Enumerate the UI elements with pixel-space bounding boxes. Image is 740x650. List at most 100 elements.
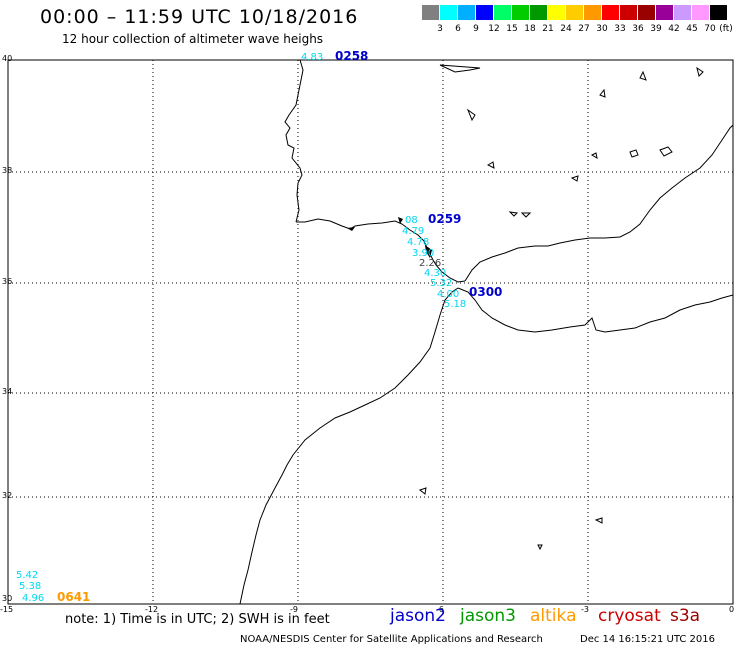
island-8 (486, 161, 495, 169)
legend-swatch (512, 5, 529, 20)
island-1 (659, 146, 673, 157)
credit-line: NOAA/NESDIS Center for Satellite Applica… (240, 634, 543, 645)
island-9 (508, 211, 519, 217)
footer-note: note: 1) Time is in UTC; 2) SWH is in fe… (65, 612, 330, 627)
island-10 (520, 212, 532, 218)
lon-label-6w: -6 (436, 605, 444, 614)
wave-value: 5.42 (16, 570, 38, 581)
island-5 (639, 70, 647, 81)
island-15 (696, 66, 704, 77)
wave-value: 5.18 (444, 299, 466, 310)
wave-value: 2.26 (419, 258, 441, 269)
coast-morocco (239, 287, 459, 605)
island-3 (590, 152, 598, 160)
island-4 (439, 64, 481, 73)
map-title: 00:00 – 11:59 UTC 10/18/2016 (40, 6, 359, 28)
coast-africa-med (457, 287, 734, 333)
cape-marker (398, 217, 403, 224)
lon-label-12w: -12 (145, 605, 158, 614)
legend-label: 42 (668, 24, 680, 34)
legend-label: 12 (488, 24, 500, 34)
plot-frame (7, 59, 734, 605)
legend-swatch (602, 5, 619, 20)
coastlines (239, 59, 734, 605)
legend-swatch (656, 5, 673, 20)
legend-swatch (422, 5, 439, 20)
legend-swatch (548, 5, 565, 20)
lon-label-9w: -9 (290, 605, 298, 614)
legend-label: 36 (632, 24, 644, 34)
wave-value: 08 (405, 215, 418, 226)
legend-swatch (494, 5, 511, 20)
lat-label-32: 32 (2, 491, 12, 500)
island-6 (599, 88, 606, 98)
lat-label-40: 40 (2, 54, 12, 63)
legend-label: 45 (686, 24, 698, 34)
lat-label-38: 38 (2, 166, 12, 175)
satellite-altika: altika (530, 606, 577, 626)
pass-label-0300: 0300 (469, 285, 502, 299)
island-14 (570, 175, 579, 182)
lon-label-15w: -15 (0, 605, 13, 614)
lat-label-34: 34 (2, 387, 12, 396)
legend-label: 33 (614, 24, 626, 34)
lat-label-30: 30 (2, 594, 12, 603)
wave-value: 4.78 (407, 237, 429, 248)
legend-swatch (692, 5, 709, 20)
legend-swatch (620, 5, 637, 20)
wave-value: 4.30 (424, 268, 446, 279)
wave-value: 5.38 (19, 581, 41, 592)
lon-label-0: 0 (729, 605, 734, 614)
legend-unit: (ft) (719, 24, 733, 34)
lat-label-36: 36 (2, 277, 12, 286)
legend-label: 21 (542, 24, 554, 34)
legend-swatch (584, 5, 601, 20)
island-11 (418, 487, 427, 495)
wave-value: 4.83 (301, 52, 323, 63)
satellite-s3a: s3a (670, 606, 701, 626)
bay-marker (347, 227, 355, 231)
legend-swatch (566, 5, 583, 20)
legend-label: 39 (650, 24, 662, 34)
grid-lines (8, 60, 733, 604)
island-13 (537, 544, 543, 551)
pass-label-0641: 0641 (57, 590, 90, 604)
satellite-jason3: jason3 (460, 606, 516, 626)
legend-swatch (530, 5, 547, 20)
coast-portugal (284, 59, 304, 223)
pass-label-0258: 0258 (335, 49, 368, 63)
legend-label: 70 (704, 24, 716, 34)
legend-label: 24 (560, 24, 572, 34)
coast-algarve (296, 218, 466, 283)
island-2 (629, 149, 639, 158)
legend-label: 15 (506, 24, 518, 34)
legend-label: 18 (524, 24, 536, 34)
map-subtitle: 12 hour collection of altimeter wave hei… (62, 32, 324, 46)
wave-value: 5.32 (430, 278, 452, 289)
wave-value: 4.00 (437, 289, 459, 300)
coast-spain-med (464, 124, 734, 282)
legend-label: 9 (473, 24, 479, 34)
lon-label-3w: -3 (581, 605, 589, 614)
legend-swatch (638, 5, 655, 20)
legend-label: 6 (455, 24, 461, 34)
pass-label-0259: 0259 (428, 212, 461, 226)
legend-swatch (710, 5, 727, 20)
legend-swatch (476, 5, 493, 20)
satellite-jason2: jason2 (390, 606, 446, 626)
island-12 (594, 517, 603, 524)
wave-value: 3.90 (412, 248, 434, 259)
strait-marker (425, 245, 432, 258)
wave-value: 4.79 (402, 226, 424, 237)
wave-value: 4.96 (22, 593, 44, 604)
satellite-cryosat: cryosat (598, 606, 661, 626)
legend-swatch (458, 5, 475, 20)
legend-label: 30 (596, 24, 608, 34)
legend-label: 3 (437, 24, 443, 34)
legend-label: 27 (578, 24, 590, 34)
render-timestamp: Dec 14 16:15:21 UTC 2016 (580, 634, 715, 645)
legend-swatch (440, 5, 457, 20)
legend-swatch (674, 5, 691, 20)
island-7 (466, 108, 476, 122)
